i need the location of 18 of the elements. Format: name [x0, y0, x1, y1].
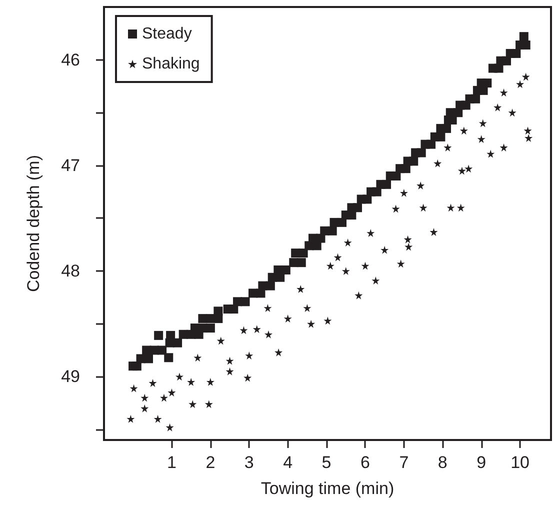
x-tick-label: 5 — [322, 453, 332, 472]
legend-label: Shaking — [142, 56, 200, 72]
x-tick-label: 7 — [399, 453, 409, 472]
y-tick-label: 48 — [61, 262, 80, 281]
x-tick-label: 9 — [476, 453, 486, 472]
x-tick-label: 4 — [283, 453, 293, 472]
x-axis-title: Towing time (min) — [260, 479, 394, 498]
x-tick-label: 6 — [360, 453, 370, 472]
x-tick-label: 8 — [438, 453, 448, 472]
y-tick-label: 49 — [61, 367, 80, 386]
x-tick-label: 10 — [510, 453, 530, 472]
legend-label: Steady — [142, 26, 192, 42]
x-tick-label: 2 — [206, 453, 216, 472]
y-axis-title: Codend depth (m) — [24, 154, 43, 292]
y-tick-label: 46 — [61, 50, 80, 70]
y-tick-label: 47 — [61, 156, 80, 175]
x-tick-label: 3 — [244, 453, 254, 472]
x-tick-label: 1 — [166, 453, 176, 472]
